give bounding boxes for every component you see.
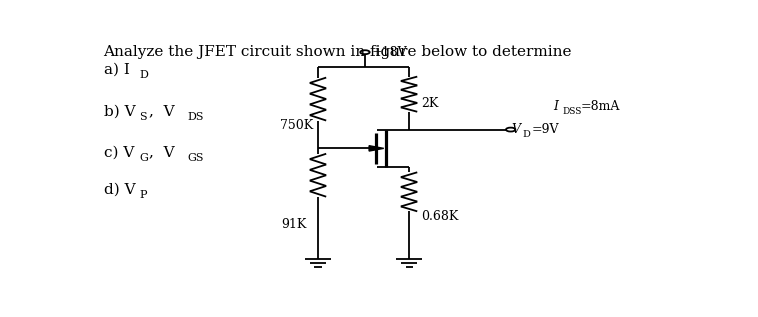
Text: 2K: 2K (421, 97, 438, 110)
Text: =9V: =9V (531, 123, 559, 136)
Text: a) I: a) I (104, 63, 130, 77)
Text: d) V: d) V (104, 182, 135, 196)
Text: D: D (139, 70, 149, 80)
Text: ,  V: , V (149, 104, 175, 118)
Text: DS: DS (187, 112, 203, 122)
Text: +18V: +18V (372, 46, 408, 59)
Text: GS: GS (187, 153, 203, 163)
Text: V: V (512, 123, 521, 136)
Text: 91K: 91K (281, 218, 307, 231)
Text: c) V: c) V (104, 146, 134, 160)
Text: ,  V: , V (149, 146, 175, 160)
Text: S: S (139, 112, 147, 122)
Text: 0.68K: 0.68K (421, 210, 458, 223)
Text: I: I (553, 100, 558, 113)
Text: D: D (522, 130, 531, 139)
Text: =8mA: =8mA (581, 100, 620, 113)
Text: P: P (139, 190, 147, 200)
Text: DSS: DSS (562, 107, 581, 116)
Text: Analyze the JFET circuit shown in figure below to determine: Analyze the JFET circuit shown in figure… (104, 45, 572, 59)
Polygon shape (369, 146, 384, 151)
Text: b) V: b) V (104, 104, 135, 118)
Text: G: G (139, 153, 149, 163)
Text: 750K: 750K (280, 120, 313, 133)
